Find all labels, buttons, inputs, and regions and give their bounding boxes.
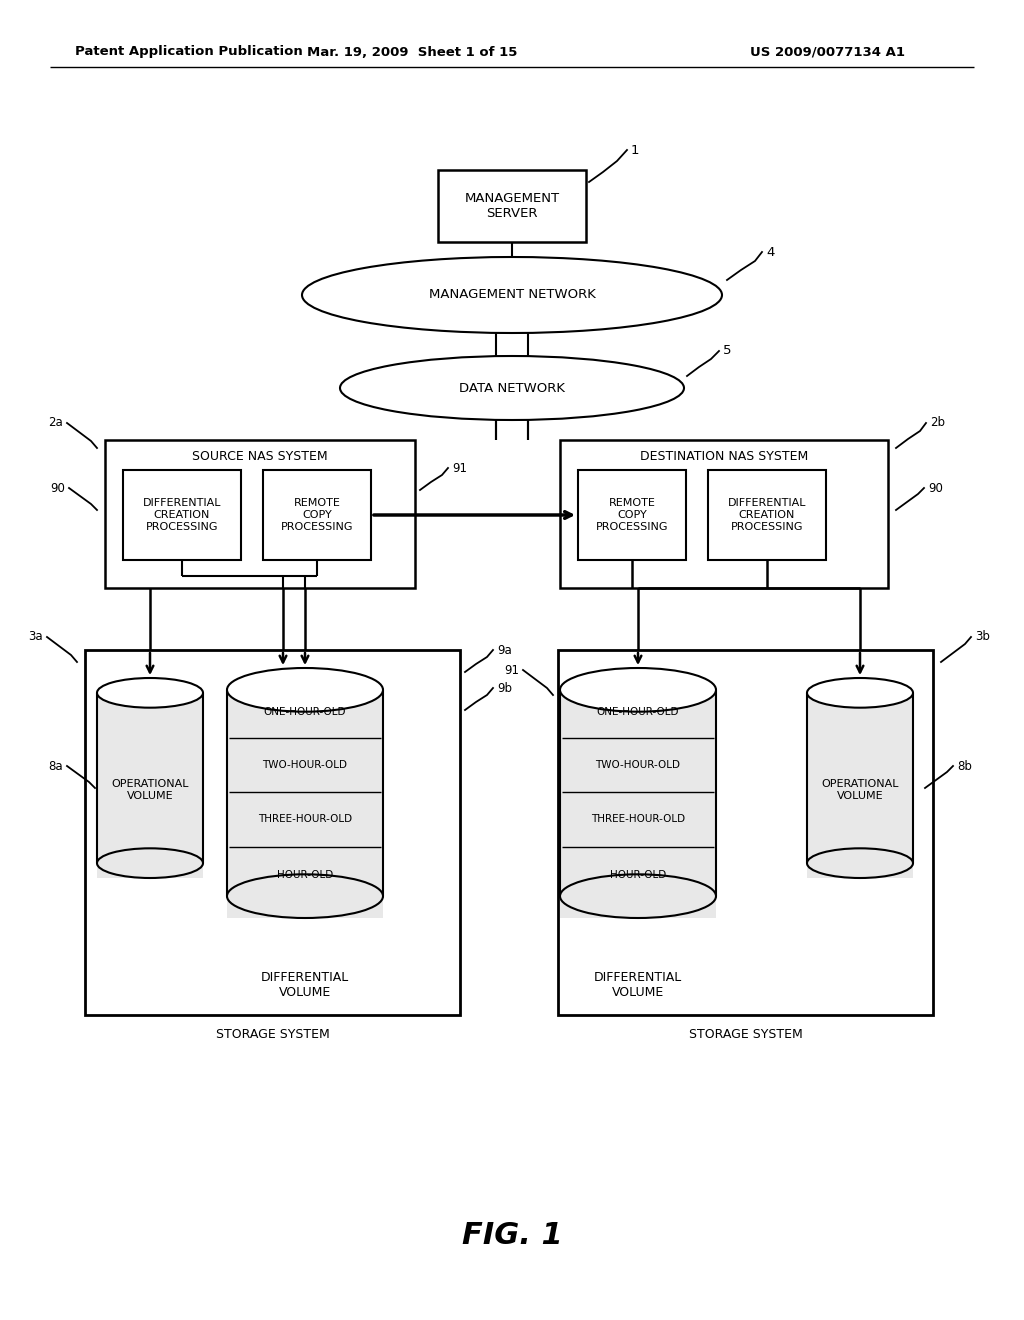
Text: 4: 4 — [766, 246, 774, 259]
Bar — [560, 690, 716, 917]
Text: ONE-HOUR-OLD: ONE-HOUR-OLD — [264, 708, 346, 717]
Text: STORAGE SYSTEM: STORAGE SYSTEM — [216, 1028, 330, 1041]
Text: 90: 90 — [50, 482, 65, 495]
Ellipse shape — [227, 874, 383, 917]
Bar — [105, 440, 415, 587]
Bar — [85, 649, 460, 1015]
Text: 90: 90 — [928, 482, 943, 495]
Ellipse shape — [97, 678, 203, 708]
Ellipse shape — [340, 356, 684, 420]
Text: 9b: 9b — [497, 681, 512, 694]
Text: 3b: 3b — [975, 631, 990, 644]
Text: 91: 91 — [452, 462, 467, 474]
Text: 2b: 2b — [930, 417, 945, 429]
Bar — [438, 170, 586, 242]
Text: DATA NETWORK: DATA NETWORK — [459, 381, 565, 395]
Bar — [227, 690, 383, 917]
Text: HOUR-OLD: HOUR-OLD — [276, 870, 333, 879]
Text: US 2009/0077134 A1: US 2009/0077134 A1 — [750, 45, 905, 58]
Bar — [263, 470, 371, 560]
Text: DIFFERENTIAL
CREATION
PROCESSING: DIFFERENTIAL CREATION PROCESSING — [728, 499, 806, 532]
Text: FIG. 1: FIG. 1 — [462, 1221, 562, 1250]
Text: Mar. 19, 2009  Sheet 1 of 15: Mar. 19, 2009 Sheet 1 of 15 — [307, 45, 517, 58]
Text: TWO-HOUR-OLD: TWO-HOUR-OLD — [596, 760, 681, 770]
Text: 5: 5 — [723, 345, 731, 358]
Bar — [97, 693, 203, 878]
Text: 8a: 8a — [48, 759, 63, 772]
Text: DIFFERENTIAL
VOLUME: DIFFERENTIAL VOLUME — [594, 972, 682, 999]
Text: THREE-HOUR-OLD: THREE-HOUR-OLD — [591, 814, 685, 825]
Bar — [578, 470, 686, 560]
Ellipse shape — [302, 257, 722, 333]
Text: THREE-HOUR-OLD: THREE-HOUR-OLD — [258, 814, 352, 825]
Ellipse shape — [97, 849, 203, 878]
Bar — [807, 693, 913, 878]
Text: OPERATIONAL
VOLUME: OPERATIONAL VOLUME — [112, 779, 188, 801]
Bar — [560, 440, 888, 587]
Text: REMOTE
COPY
PROCESSING: REMOTE COPY PROCESSING — [596, 499, 669, 532]
Text: OPERATIONAL
VOLUME: OPERATIONAL VOLUME — [821, 779, 899, 801]
Ellipse shape — [560, 668, 716, 711]
Text: HOUR-OLD: HOUR-OLD — [610, 870, 667, 879]
Text: SOURCE NAS SYSTEM: SOURCE NAS SYSTEM — [193, 450, 328, 462]
Text: REMOTE
COPY
PROCESSING: REMOTE COPY PROCESSING — [281, 499, 353, 532]
Text: MANAGEMENT NETWORK: MANAGEMENT NETWORK — [429, 289, 595, 301]
Bar — [123, 470, 241, 560]
Text: Patent Application Publication: Patent Application Publication — [75, 45, 303, 58]
Text: DIFFERENTIAL
CREATION
PROCESSING: DIFFERENTIAL CREATION PROCESSING — [142, 499, 221, 532]
Text: TWO-HOUR-OLD: TWO-HOUR-OLD — [262, 760, 347, 770]
Ellipse shape — [227, 668, 383, 711]
Text: STORAGE SYSTEM: STORAGE SYSTEM — [688, 1028, 803, 1041]
Text: 9a: 9a — [497, 644, 512, 656]
Text: MANAGEMENT
SERVER: MANAGEMENT SERVER — [465, 191, 559, 220]
Text: 3a: 3a — [29, 631, 43, 644]
Text: ONE-HOUR-OLD: ONE-HOUR-OLD — [597, 708, 679, 717]
Text: 1: 1 — [631, 144, 640, 157]
Bar — [708, 470, 826, 560]
Ellipse shape — [807, 678, 913, 708]
Ellipse shape — [560, 874, 716, 917]
Text: DIFFERENTIAL
VOLUME: DIFFERENTIAL VOLUME — [261, 972, 349, 999]
Text: 91: 91 — [504, 664, 519, 676]
Text: 2a: 2a — [48, 417, 63, 429]
Text: 8b: 8b — [957, 759, 972, 772]
Ellipse shape — [807, 849, 913, 878]
Text: DESTINATION NAS SYSTEM: DESTINATION NAS SYSTEM — [640, 450, 808, 462]
Bar — [558, 649, 933, 1015]
